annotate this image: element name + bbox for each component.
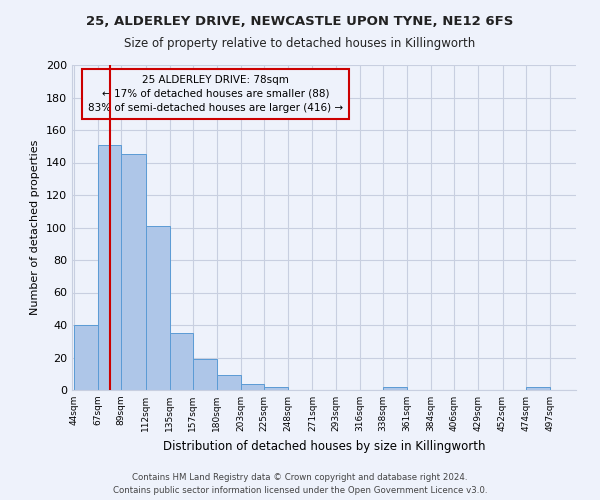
Bar — [526, 387, 550, 390]
X-axis label: Distribution of detached houses by size in Killingworth: Distribution of detached houses by size … — [163, 440, 485, 452]
Bar — [241, 384, 264, 390]
Text: Contains HM Land Registry data © Crown copyright and database right 2024.: Contains HM Land Registry data © Crown c… — [132, 474, 468, 482]
Text: 25 ALDERLEY DRIVE: 78sqm
← 17% of detached houses are smaller (88)
83% of semi-d: 25 ALDERLEY DRIVE: 78sqm ← 17% of detach… — [88, 74, 343, 113]
Bar — [264, 387, 288, 390]
Text: Size of property relative to detached houses in Killingworth: Size of property relative to detached ho… — [124, 38, 476, 51]
Text: 25, ALDERLEY DRIVE, NEWCASTLE UPON TYNE, NE12 6FS: 25, ALDERLEY DRIVE, NEWCASTLE UPON TYNE,… — [86, 15, 514, 28]
Bar — [121, 154, 146, 390]
Bar — [193, 359, 217, 390]
Bar — [170, 333, 193, 390]
Bar — [383, 387, 407, 390]
Bar — [217, 376, 241, 390]
Y-axis label: Number of detached properties: Number of detached properties — [31, 140, 40, 315]
Bar — [146, 226, 170, 390]
Bar — [98, 144, 121, 390]
Bar — [74, 325, 98, 390]
Text: Contains public sector information licensed under the Open Government Licence v3: Contains public sector information licen… — [113, 486, 487, 495]
